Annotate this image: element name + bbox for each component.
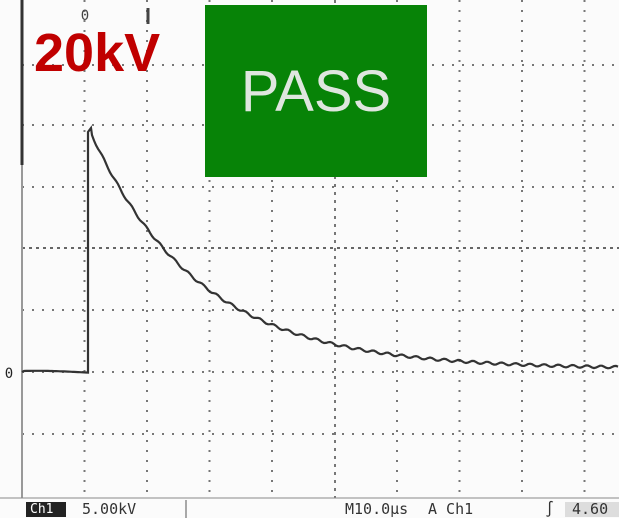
trigger-level-marker: 0: [5, 366, 13, 382]
scale: 5.00kV: [82, 500, 136, 518]
channel: Ch1: [30, 502, 53, 517]
trigger-source: A Ch1: [428, 500, 473, 518]
oscilloscope-screen: 0 0 20kV PASS Ch1 5.00kV M10.0µs A Ch1 ∫…: [0, 0, 619, 518]
trigger-slope: ∫: [545, 500, 554, 518]
trigger-value: 4.60: [572, 500, 608, 518]
result-badge: PASS: [205, 5, 427, 177]
voltage-label: 20kV: [34, 22, 160, 84]
timebase: M10.0µs: [345, 500, 408, 518]
